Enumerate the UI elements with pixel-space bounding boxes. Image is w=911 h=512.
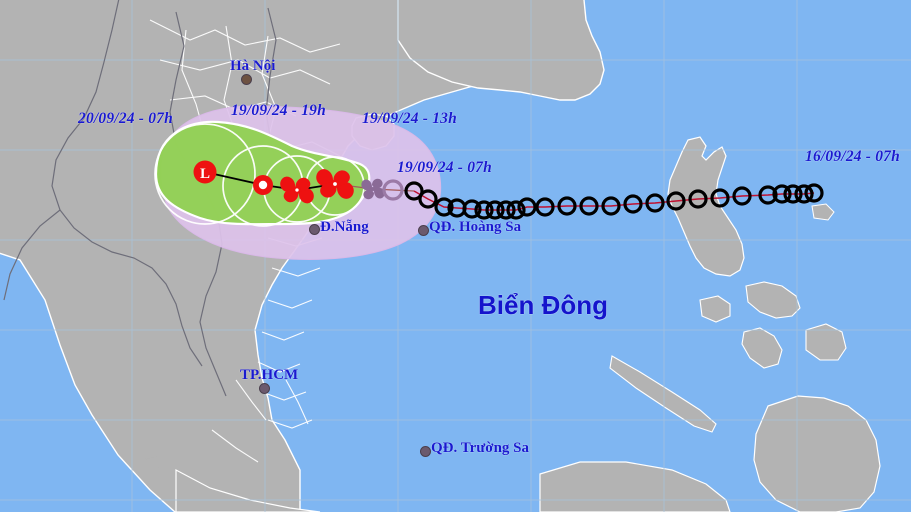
land-small-island-a [811,203,835,221]
land-palawan [609,355,717,433]
land-islet-a [141,455,165,471]
land-luzon [667,136,745,277]
storm-symbol-typhoon-2 [316,169,354,199]
storm-symbol-past-ring [382,179,404,201]
low-pressure-label: L [200,166,210,182]
storm-symbol-typhoon-1 [280,176,314,204]
storm-symbol-depression [253,175,273,195]
history-track-line [413,190,815,211]
land-mindoro [699,295,731,323]
land-negros [741,327,783,369]
storm-symbol-past-cyclone [361,178,385,200]
land-south-china [397,0,605,101]
truong-sa-marker [420,446,431,457]
hoang-sa-marker [418,225,429,236]
land-malay [175,469,321,512]
tp-hcm-marker [259,383,270,394]
da-nang-marker [309,224,320,235]
land-samar [805,323,847,361]
land-visayas [745,281,801,319]
ha-noi-marker [241,74,252,85]
forecast-track-line [204,171,336,191]
history-track-markers [404,181,824,220]
storm-symbol-low-pressure: L [193,160,217,184]
